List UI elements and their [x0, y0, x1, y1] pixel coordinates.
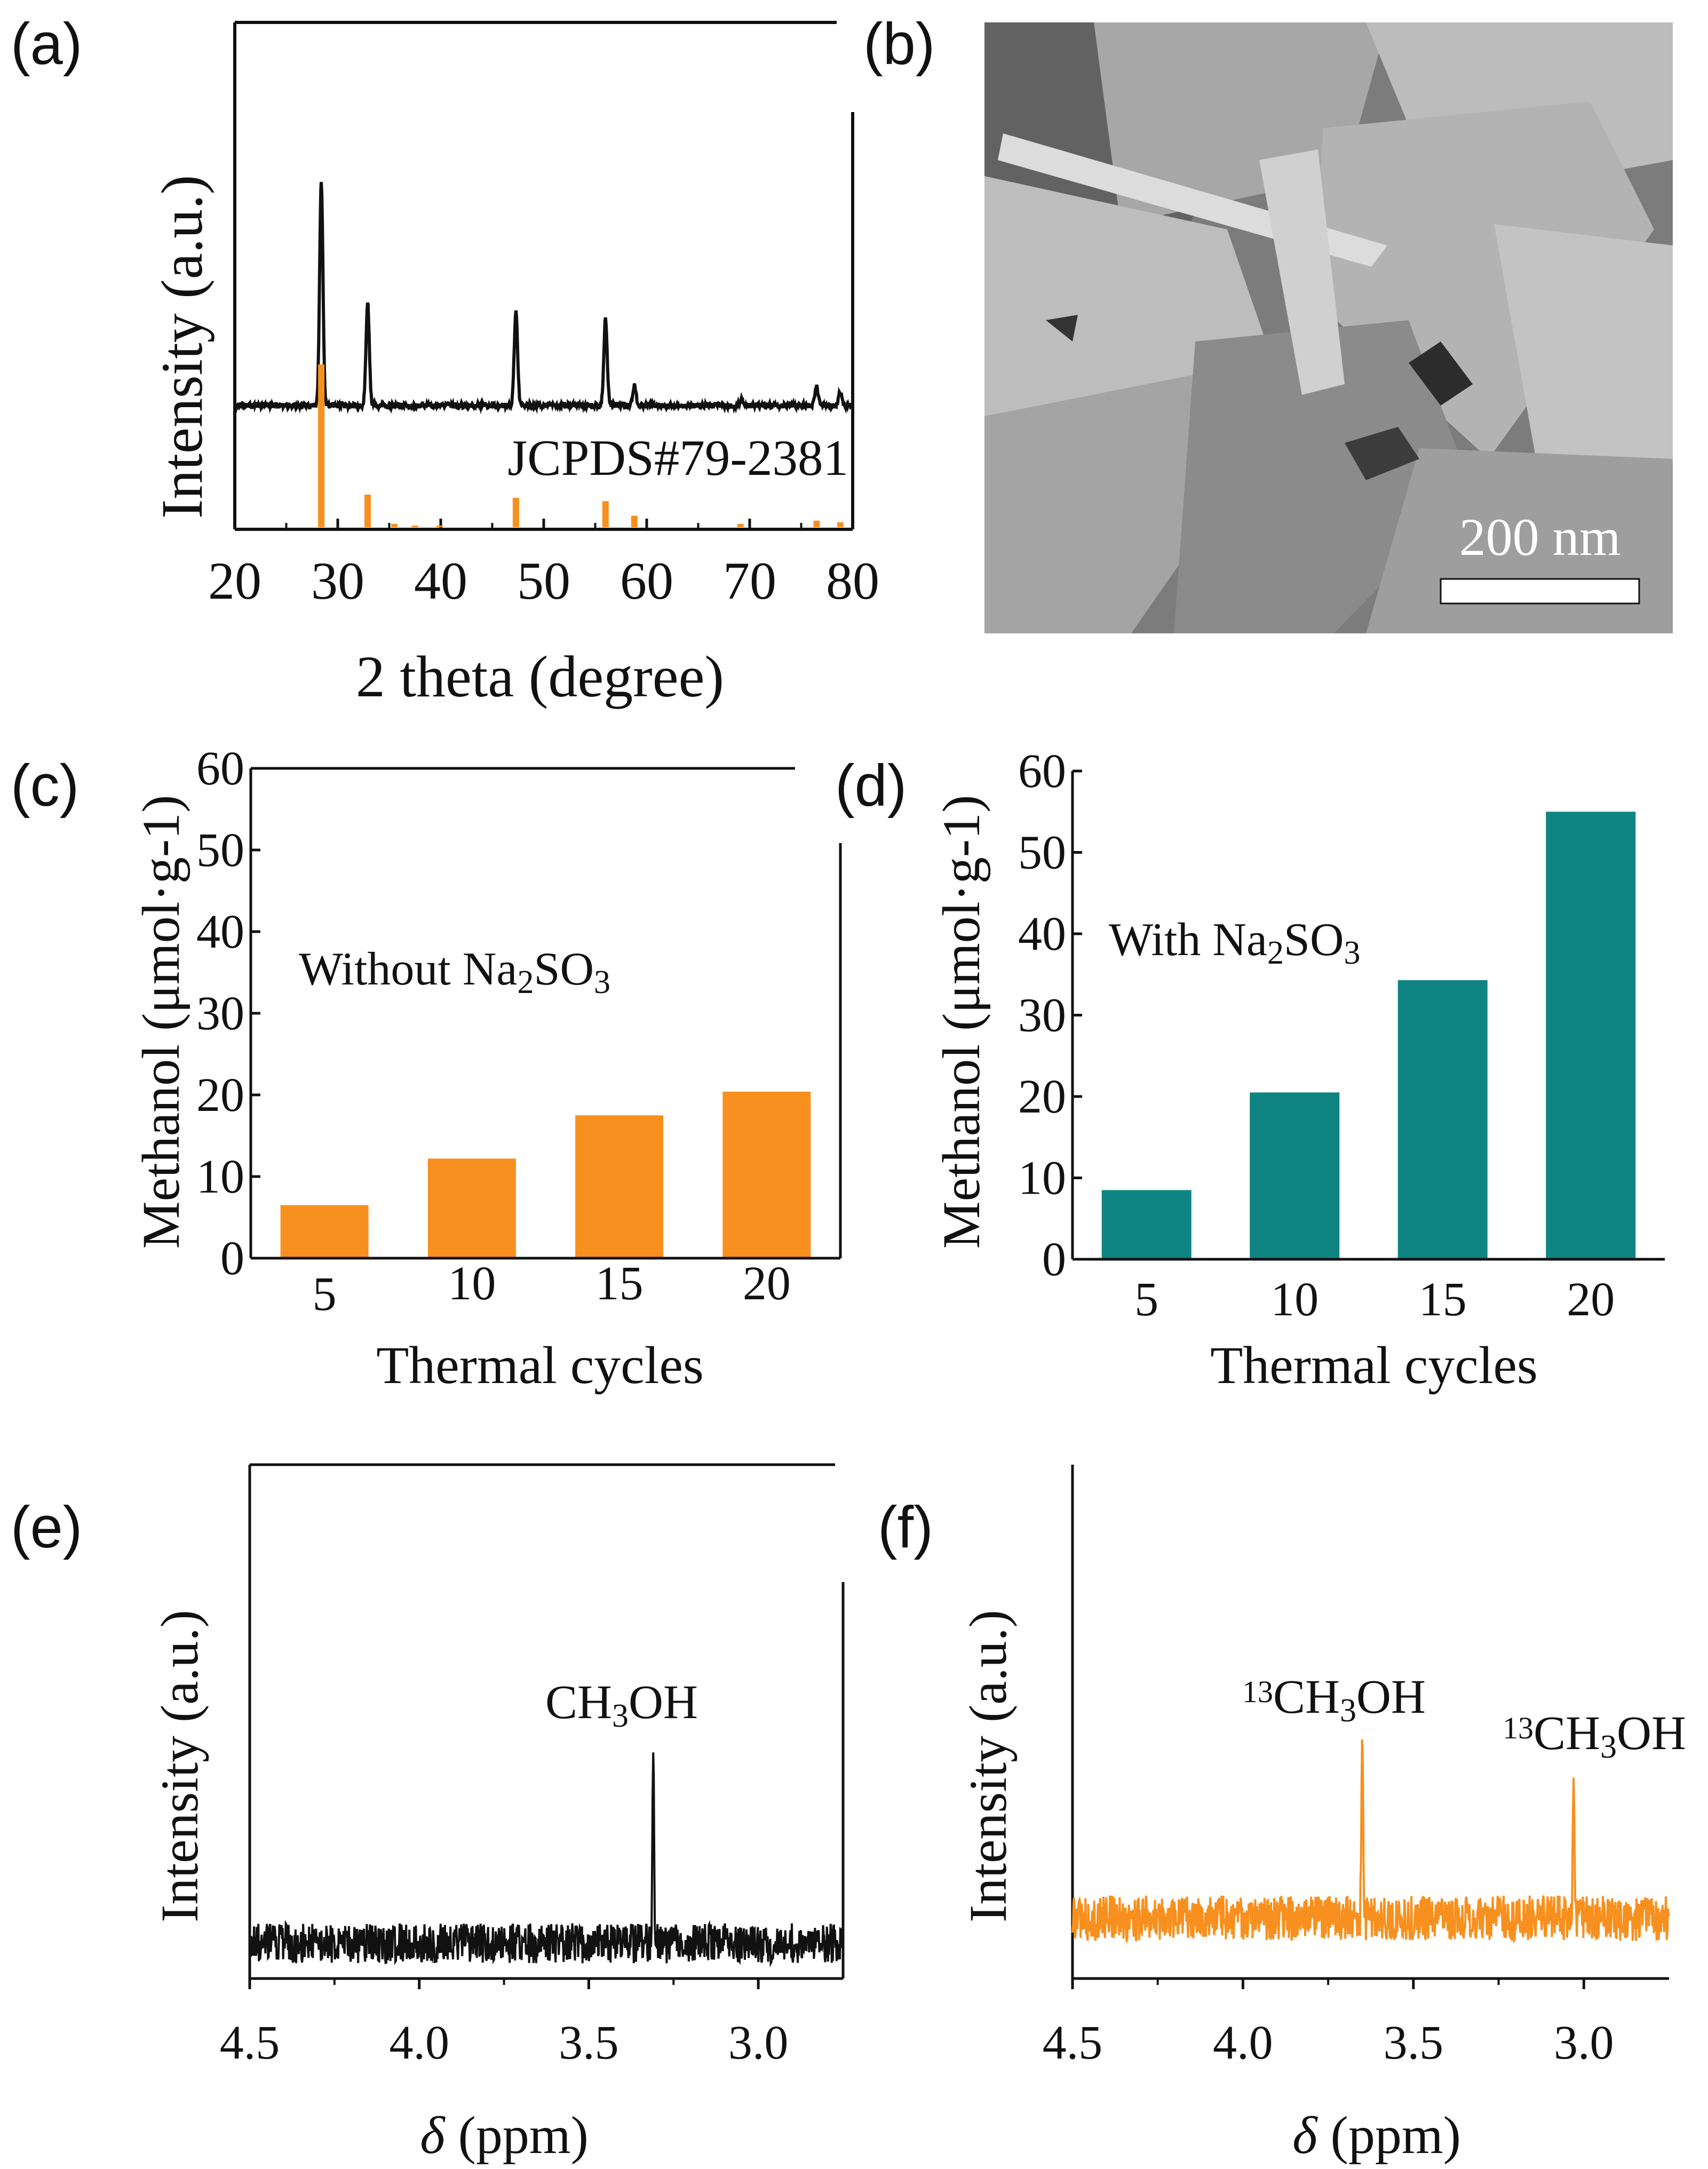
nmr-x-tick-label: 4.0 [1213, 2016, 1273, 2069]
nmr-x-tick-label: 4.5 [1043, 2016, 1103, 2069]
bar-y-tick-label: 30 [1018, 989, 1066, 1042]
bar-chart-without-y-axis-title: Methanol (μmol·g-1) [131, 795, 190, 1249]
bar-y-tick-label: 20 [1018, 1070, 1066, 1123]
nmr-chart-f: 4.5 4.0 3.5 3.0 13CH3OH 13CH3OH δ (ppm) Int… [958, 1465, 1686, 2165]
panel-label-f: (f) [878, 1495, 933, 1560]
bar [722, 1091, 811, 1258]
bar-chart-without-ticks: 0 10 20 30 40 50 60 5 10 15 20 [196, 742, 791, 1321]
nmr-f-y-axis-title: Intensity (a.u.) [958, 1610, 1018, 1922]
xrd-x-axis-title: 2 theta (degree) [356, 644, 724, 709]
scale-bar [1440, 578, 1640, 605]
bar-chart-without: 0 10 20 30 40 50 60 5 10 15 20 Without Na2SO3 Ther… [131, 742, 842, 1395]
nmr-e-peak-label: CH3OH [545, 1676, 698, 1734]
nmr-x-tick-label: 3.0 [728, 2016, 789, 2069]
bar [427, 1158, 516, 1258]
nmr-chart-e: 4.5 4.0 3.5 3.0 CH3OH δ (ppm) Intensity (a.… [150, 1463, 845, 2165]
bar-x-tick-label: 5 [1134, 1273, 1158, 1326]
bar-y-tick-label: 0 [1042, 1233, 1066, 1286]
nmr-x-tick-label: 3.5 [559, 2016, 619, 2069]
nmr-e-spectrum-line [249, 1752, 844, 1968]
bar-y-tick-label: 60 [196, 742, 244, 795]
bars-with [1101, 812, 1636, 1259]
reference-label: JCPDS#79-2381 [507, 430, 848, 486]
bar-y-tick-label: 0 [220, 1232, 244, 1285]
bar-y-tick-label: 10 [1018, 1152, 1066, 1205]
xrd-pattern-line [233, 181, 854, 415]
xrd-x-tick-label: 70 [723, 551, 776, 610]
xrd-x-tick-label: 20 [208, 551, 261, 610]
bar-y-tick-label: 50 [196, 824, 244, 877]
bar-x-tick-label: 10 [448, 1257, 496, 1310]
nmr-e-ticks: 4.5 4.0 3.5 3.0 [220, 1979, 789, 2069]
bar-chart-with-ticks: 0 10 20 30 40 50 60 5 10 15 20 [1018, 745, 1615, 1326]
bar [1397, 980, 1488, 1259]
bar-chart-with-x-axis-title: Thermal cycles [1210, 1336, 1538, 1395]
bar-chart-without-x-axis-title: Thermal cycles [376, 1336, 704, 1395]
panel-label-d: (d) [835, 753, 907, 819]
nmr-e-axes [248, 1463, 845, 1980]
bar-x-tick-label: 20 [1567, 1273, 1615, 1326]
nmr-x-tick-label: 3.5 [1384, 2016, 1444, 2069]
nmr-x-tick-label: 4.0 [389, 2016, 449, 2069]
xrd-x-tick-label: 40 [414, 551, 467, 610]
xrd-x-tick-label: 60 [620, 551, 673, 610]
bar-y-tick-label: 10 [196, 1150, 244, 1203]
xrd-ticks: 20 30 40 50 60 70 80 [208, 519, 879, 610]
bar-y-tick-label: 40 [196, 905, 244, 958]
nmr-e-x-axis-title: δ (ppm) [420, 2106, 589, 2165]
bar-y-tick-label: 60 [1018, 745, 1066, 798]
bar-y-tick-label: 40 [1018, 908, 1066, 960]
bar-x-tick-label: 5 [313, 1268, 337, 1321]
sem-image: 200 nm [984, 22, 1673, 633]
bar-x-tick-label: 20 [743, 1257, 791, 1310]
xrd-x-tick-label: 50 [517, 551, 570, 610]
bar-x-tick-label: 10 [1270, 1273, 1318, 1326]
annotation-without-na2so3: Without Na2SO3 [299, 943, 610, 1000]
bar-chart-with: 0 10 20 30 40 50 60 5 10 15 20 With Na2SO3 Thermal… [932, 745, 1665, 1395]
panel-label-a: (a) [11, 11, 82, 77]
annotation-with-na2so3: With Na2SO3 [1109, 914, 1361, 971]
scale-bar-label: 200 nm [1459, 507, 1621, 567]
bar [1546, 812, 1636, 1259]
bar-y-tick-label: 30 [196, 987, 244, 1040]
xrd-x-tick-label: 80 [826, 551, 879, 610]
bar [280, 1205, 369, 1258]
nmr-x-tick-label: 3.0 [1554, 2016, 1614, 2069]
panel-label-c: (c) [11, 753, 79, 819]
bars-without [280, 1091, 811, 1258]
xrd-y-axis-title: Intensity (a.u.) [149, 175, 215, 519]
nmr-f-ticks: 4.5 4.0 3.5 3.0 [1043, 1979, 1614, 2069]
xrd-x-tick-label: 30 [311, 551, 364, 610]
nmr-f-x-axis-title: δ (ppm) [1292, 2106, 1461, 2165]
bar [575, 1115, 664, 1258]
panel-label-b: (b) [863, 11, 935, 77]
nmr-f-spectrum-line [1071, 1739, 1670, 1944]
bar-x-tick-label: 15 [595, 1257, 644, 1310]
panel-label-e: (e) [11, 1495, 82, 1560]
bar-chart-with-y-axis-title: Methanol (μmol·g-1) [932, 795, 991, 1249]
bar [1101, 1190, 1191, 1259]
nmr-f-peak-label-1: 13CH3OH [1242, 1671, 1426, 1729]
nmr-f-axes [1071, 1465, 1669, 1980]
nmr-f-peak-label-2: 13CH3OH [1503, 1707, 1686, 1765]
bar-y-tick-label: 50 [1018, 827, 1066, 879]
xrd-chart: 20 30 40 50 60 70 80 JCPDS#79-2381 2 theta (de… [149, 21, 879, 709]
bar-y-tick-label: 20 [196, 1069, 244, 1122]
reference-sticks [318, 364, 844, 527]
nmr-e-y-axis-title: Intensity (a.u.) [150, 1610, 209, 1922]
nmr-x-tick-label: 4.5 [220, 2016, 280, 2069]
bar-x-tick-label: 15 [1419, 1273, 1467, 1326]
bar [1250, 1092, 1340, 1259]
